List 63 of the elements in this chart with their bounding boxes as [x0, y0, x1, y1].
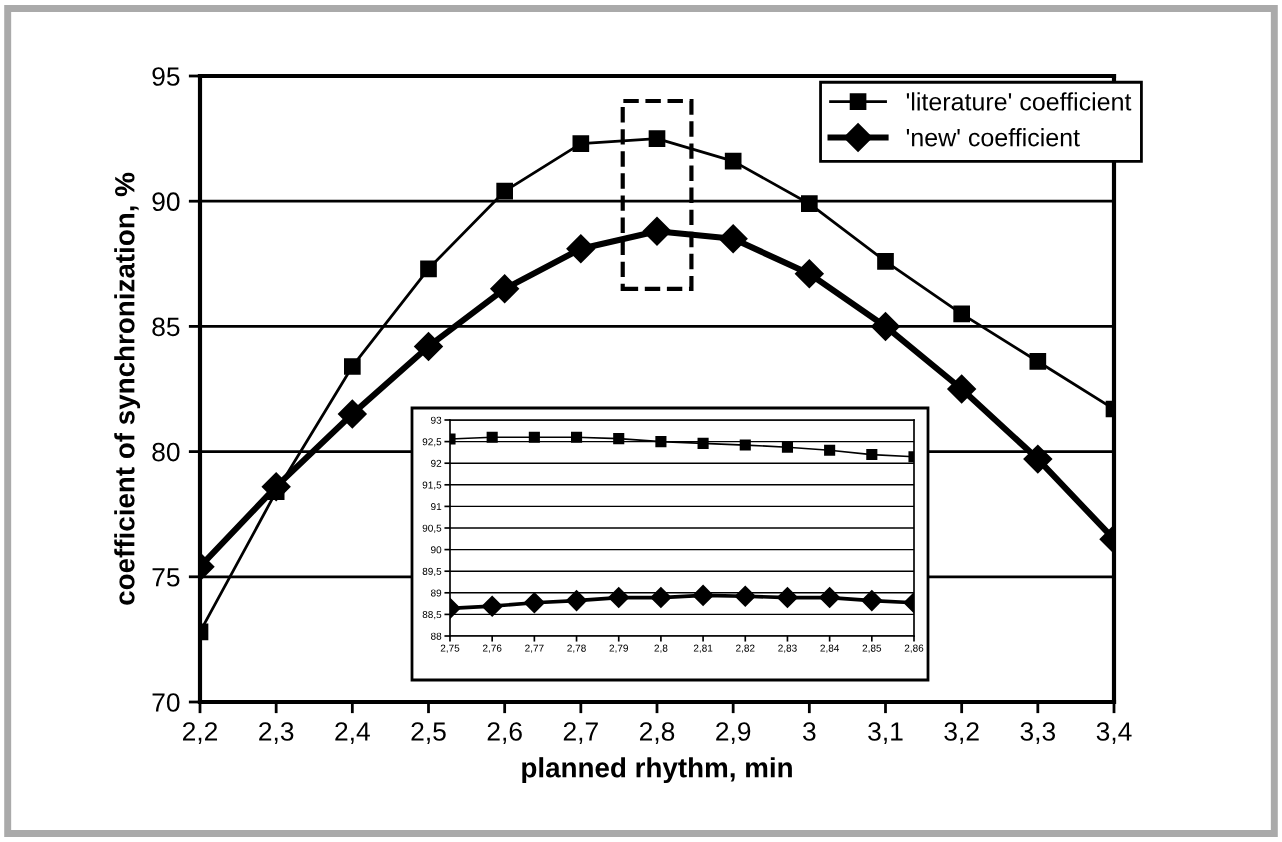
legend-label: 'new' coefficient: [906, 128, 1080, 147]
y-tick-label: 85: [152, 317, 180, 337]
x-tick-label: 2,4: [335, 722, 370, 744]
point: [953, 305, 970, 323]
point: [697, 437, 709, 449]
point: [420, 260, 437, 278]
point: [566, 590, 587, 611]
point: [490, 274, 519, 303]
point: [739, 439, 751, 451]
point: [877, 252, 894, 270]
point: [486, 431, 498, 443]
y-tick-label: 90: [152, 192, 180, 212]
x-tick-label: 3: [803, 722, 816, 741]
point: [866, 449, 878, 461]
point: [566, 234, 595, 263]
point: [871, 312, 900, 341]
point: [570, 431, 583, 443]
x-tick-label: 2,9: [716, 722, 751, 744]
point: [528, 431, 540, 443]
point: [524, 592, 545, 613]
point: [781, 441, 794, 453]
point: [719, 224, 748, 253]
x-tick-label: 2,7: [563, 722, 598, 744]
y-tick-label: 75: [152, 568, 180, 587]
point: [642, 217, 672, 246]
point: [648, 130, 666, 147]
y-tick-label: 80: [152, 442, 180, 462]
point: [572, 135, 590, 152]
y-axis-title: coefficient of synchronization, %: [114, 172, 141, 605]
y-tick-label: 95: [152, 67, 180, 86]
point: [1029, 353, 1047, 370]
x-tick-label: 3,2: [944, 722, 979, 744]
point: [496, 182, 513, 200]
x-tick-label: 2,3: [259, 722, 294, 744]
point: [801, 195, 818, 213]
x-tick-label: 2,6: [487, 722, 522, 744]
point: [824, 444, 836, 456]
point: [777, 587, 798, 608]
point: [724, 152, 742, 170]
x-tick-label: 2,5: [411, 722, 446, 744]
x-tick-label: 2,2: [182, 722, 218, 744]
point: [650, 587, 672, 608]
point: [947, 374, 976, 404]
point: [861, 590, 883, 611]
x-tick-label: 2,8: [639, 722, 675, 744]
x-tick-label: 3,4: [1096, 722, 1132, 744]
x-axis-title: planned rhythm, min: [522, 757, 792, 784]
point: [414, 332, 443, 361]
legend-label: 'literature' coefficient: [906, 92, 1132, 111]
point: [692, 585, 714, 606]
point: [481, 595, 503, 617]
point: [655, 436, 667, 448]
x-tick-label: 3,1: [868, 722, 903, 744]
point: [608, 587, 629, 608]
y-tick-label: 70: [152, 693, 180, 712]
point: [735, 586, 756, 607]
point: [613, 433, 625, 445]
point: [795, 259, 824, 288]
point: [344, 358, 361, 375]
x-tick-label: 3,3: [1020, 722, 1056, 744]
point: [819, 587, 840, 608]
point: [338, 399, 367, 429]
point: [1023, 444, 1052, 474]
